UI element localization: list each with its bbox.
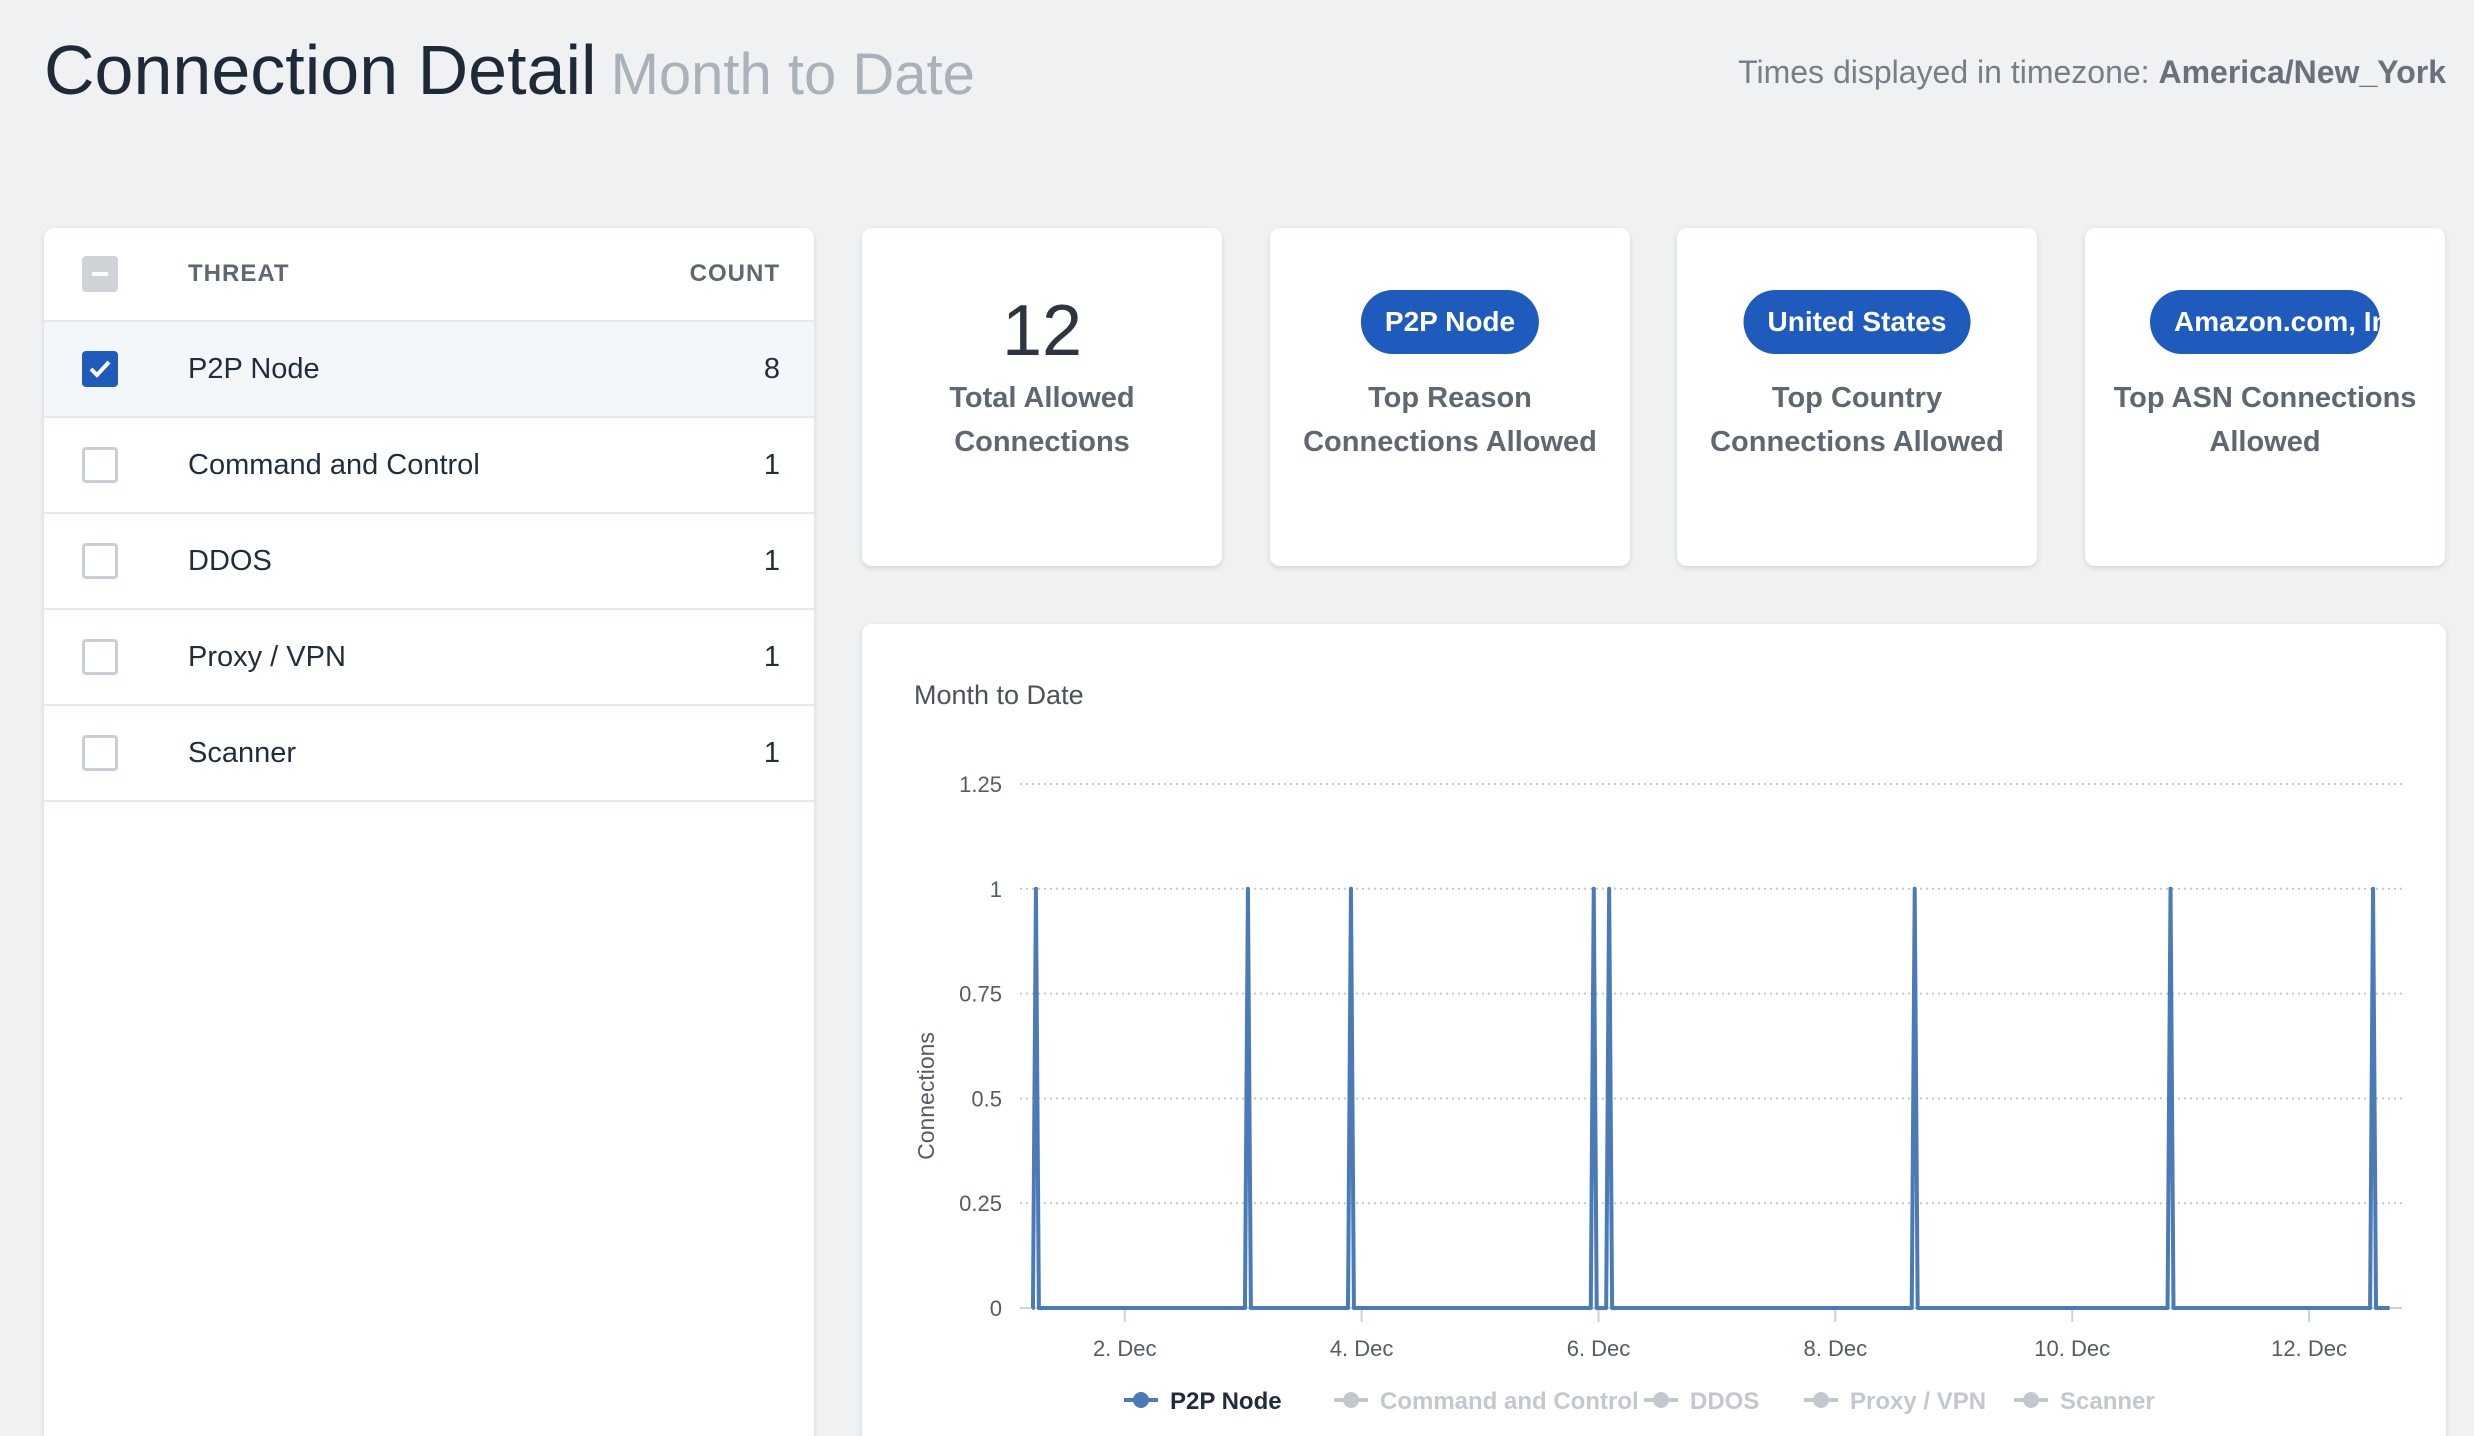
- legend-marker: [2023, 1392, 2039, 1408]
- legend-marker: [1653, 1392, 1669, 1408]
- threat-name: Proxy / VPN: [188, 640, 346, 673]
- threat-column-header[interactable]: THREAT: [188, 260, 290, 287]
- top-reason-card: P2P Node Top Reason Connections Allowed: [1270, 228, 1630, 566]
- threat-name: Command and Control: [188, 448, 480, 481]
- y-tick-label: 0.25: [959, 1191, 1002, 1216]
- x-tick-label: 10. Dec: [2034, 1336, 2110, 1361]
- threat-count: 1: [763, 544, 780, 577]
- threat-count: 8: [763, 352, 780, 385]
- timezone-prefix: Times displayed in timezone:: [1738, 54, 2159, 90]
- threat-row-ddos[interactable]: DDOS 1: [44, 514, 814, 610]
- threat-checkbox[interactable]: [82, 447, 118, 483]
- legend-marker: [1813, 1392, 1829, 1408]
- minus-icon: [92, 272, 108, 276]
- page-title: Connection Detail Month to Date: [44, 30, 975, 110]
- x-tick-label: 4. Dec: [1330, 1336, 1394, 1361]
- legend-item[interactable]: Scanner: [2060, 1388, 2155, 1415]
- total-allowed-label: Total Allowed Connections: [949, 382, 1135, 458]
- page-header: Connection Detail Month to Date Times dis…: [44, 30, 2446, 120]
- total-allowed-value: 12: [1001, 291, 1083, 371]
- legend-marker: [1343, 1392, 1359, 1408]
- top-asn-card: Amazon.com, Inc. Top ASN Connections All…: [2085, 228, 2445, 566]
- top-country-badge[interactable]: United States: [1743, 290, 1971, 354]
- x-tick-label: 2. Dec: [1093, 1336, 1157, 1361]
- threat-checkbox[interactable]: [82, 543, 118, 579]
- legend-item[interactable]: DDOS: [1690, 1388, 1759, 1415]
- threat-checkbox[interactable]: [82, 639, 118, 675]
- threat-name: Scanner: [188, 736, 297, 769]
- legend-item[interactable]: P2P Node: [1170, 1388, 1282, 1415]
- top-reason-label: Top Reason Connections Allowed: [1303, 382, 1597, 458]
- legend-marker: [1133, 1392, 1149, 1408]
- threat-table: THREAT COUNT P2P Node 8 Command and Cont…: [44, 228, 814, 1436]
- y-tick-label: 1: [990, 877, 1002, 902]
- series-line-p2p-node: [1030, 886, 2390, 1310]
- threat-row-p2p-node[interactable]: P2P Node 8: [44, 322, 814, 418]
- chart-title: Month to Date: [914, 680, 1084, 710]
- x-tick-label: 6. Dec: [1567, 1336, 1631, 1361]
- select-all-checkbox[interactable]: [82, 256, 118, 292]
- threat-count: 1: [763, 640, 780, 673]
- checkmark-icon: [89, 360, 111, 378]
- y-tick-label: 0.5: [971, 1086, 1002, 1111]
- x-tick-label: 12. Dec: [2271, 1336, 2347, 1361]
- y-tick-label: 0: [990, 1296, 1002, 1321]
- legend-item[interactable]: Proxy / VPN: [1850, 1388, 1986, 1415]
- count-column-header[interactable]: COUNT: [689, 260, 780, 287]
- threat-row-scanner[interactable]: Scanner 1: [44, 706, 814, 802]
- x-tick-label: 8. Dec: [1804, 1336, 1868, 1361]
- top-country-label: Top Country Connections Allowed: [1710, 382, 2004, 458]
- threat-name: P2P Node: [188, 352, 320, 385]
- threat-row-command-and-control[interactable]: Command and Control 1: [44, 418, 814, 514]
- timezone-value: America/New_York: [2158, 54, 2446, 90]
- timezone-note: Times displayed in timezone: America/New…: [1738, 54, 2446, 91]
- total-allowed-card: 12 Total Allowed Connections: [862, 228, 1222, 566]
- connections-chart: Month to Date 0 0.25 0.5 0.75 1 1.25 2. Dec 4. …: [862, 624, 2446, 1436]
- threat-row-proxy-vpn[interactable]: Proxy / VPN 1: [44, 610, 814, 706]
- threat-name: DDOS: [188, 544, 272, 577]
- threat-count: 1: [763, 448, 780, 481]
- threat-table-header: THREAT COUNT: [44, 228, 814, 322]
- y-axis-label: Connections: [913, 1032, 939, 1160]
- threat-count: 1: [763, 736, 780, 769]
- legend-item[interactable]: Command and Control: [1380, 1388, 1639, 1415]
- top-country-card: United States Top Country Connections Al…: [1677, 228, 2037, 566]
- top-asn-label: Top ASN Connections Allowed: [2113, 382, 2417, 458]
- title-text: Connection Detail: [44, 31, 597, 109]
- threat-checkbox[interactable]: [82, 351, 118, 387]
- top-asn-badge[interactable]: Amazon.com, Inc.: [2150, 290, 2380, 354]
- y-tick-label: 0.75: [959, 982, 1002, 1007]
- chart-canvas: 0 0.25 0.5 0.75 1 1.25 2. Dec 4. Dec 6. Dec 8. De…: [913, 772, 2402, 1415]
- top-reason-badge[interactable]: P2P Node: [1360, 290, 1540, 354]
- y-tick-label: 1.25: [959, 772, 1002, 797]
- threat-checkbox[interactable]: [82, 735, 118, 771]
- page-subtitle: Month to Date: [610, 42, 975, 107]
